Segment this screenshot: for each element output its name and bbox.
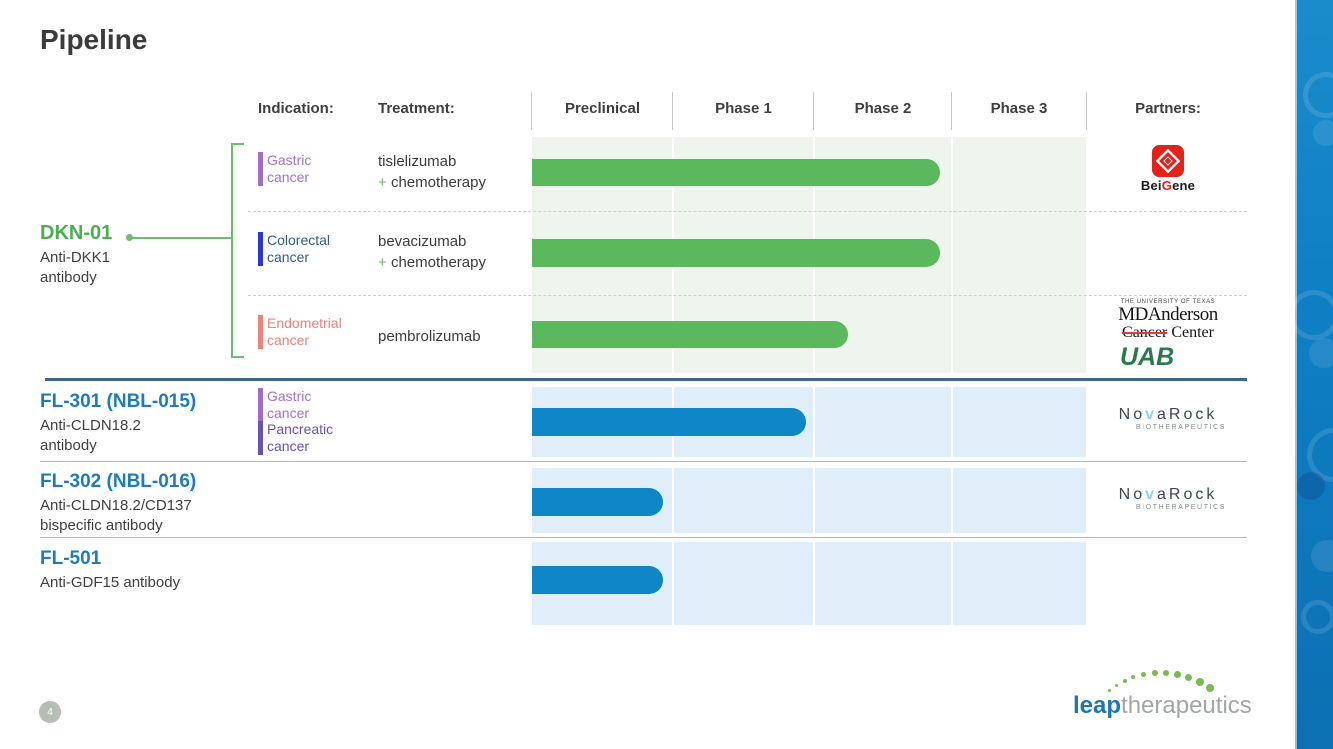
uab-logo-text: UAB: [1120, 343, 1175, 371]
partner-novarock-fl301: NovaRock BIOTHERAPEUTICS: [1086, 407, 1250, 432]
program-desc-line: bispecific antibody: [40, 517, 163, 534]
partner-mdanderson: THE UNIVERSITY OF TEXAS MDAnderson Cance…: [1086, 299, 1250, 341]
indication-endometrial-cancer: Endometrial cancer: [258, 315, 342, 349]
header-divider: [951, 92, 952, 130]
row-separator: [40, 461, 1247, 462]
phase-header-phase3: Phase 3: [990, 100, 1048, 117]
dkn01-bracket-vertical: [231, 143, 233, 358]
novarock-logo-subtext: BIOTHERAPEUTICS: [1135, 424, 1227, 431]
program-name-fl302: FL-302 (NBL-016): [40, 471, 197, 492]
mdanderson-cancer-center-text: Cancer Center: [1122, 324, 1214, 341]
phase-header-phase1: Phase 1: [715, 100, 772, 117]
novarock-logo-text: NovaRock: [1118, 406, 1218, 423]
column-separator: [813, 387, 815, 457]
column-separator: [672, 542, 674, 625]
page-title: Pipeline: [40, 24, 148, 55]
leap-logo-text: leaptherapeutics: [1073, 692, 1252, 719]
indication-gastric-cancer-fl301: Gastric cancer: [258, 388, 311, 422]
phase-header-preclinical: Preclinical: [564, 100, 641, 117]
page-number-badge: 4: [39, 701, 61, 723]
treatment-column-header: Treatment:: [378, 100, 455, 117]
treatment-bevacizumab: bevacizumab + chemotherapy: [378, 233, 486, 271]
indication-marker: [258, 388, 263, 422]
novarock-logo-subtext: BIOTHERAPEUTICS: [1135, 504, 1227, 511]
partners-column-header: Partners:: [1135, 100, 1201, 117]
program-desc-line: antibody: [40, 269, 97, 286]
mdanderson-logo-text-small: THE UNIVERSITY OF TEXAS: [1120, 299, 1216, 305]
leap-therapeutics-logo: leaptherapeutics: [1055, 658, 1315, 733]
program-desc-line: Anti-CLDN18.2: [40, 417, 141, 434]
column-separator: [951, 468, 953, 533]
progress-bar-fl302: [532, 488, 663, 516]
indication-marker: [258, 315, 263, 349]
column-separator: [951, 542, 953, 625]
row-separator: [40, 537, 1247, 538]
indication-label: Gastric cancer: [267, 152, 312, 185]
dkn01-bracket-tick: [231, 356, 244, 358]
indication-label: Pancreatic cancer: [267, 421, 334, 454]
header-divider: [672, 92, 673, 130]
row-dashed-separator: [248, 211, 1247, 212]
column-separator: [813, 542, 815, 625]
decorative-sidebar: [1295, 0, 1333, 749]
indication-label: Colorectal cancer: [267, 232, 331, 265]
header-divider: [813, 92, 814, 130]
sidebar-edge-highlight: [1295, 0, 1297, 749]
indication-marker: [258, 232, 263, 266]
indication-colorectal-cancer: Colorectal cancer: [258, 232, 330, 266]
section-separator-navy: [45, 378, 1247, 381]
row-dashed-separator: [248, 295, 1247, 296]
indication-marker: [258, 152, 263, 186]
indication-gastric-cancer: Gastric cancer: [258, 152, 311, 186]
header-divider: [1086, 92, 1087, 130]
column-separator: [813, 468, 815, 533]
dkn01-bracket-connector: [131, 237, 231, 239]
program-desc-line: Anti-CLDN18.2/CD137: [40, 497, 192, 514]
progress-bar-fl501: [532, 566, 663, 594]
program-desc-line: Anti-DKK1: [40, 249, 111, 266]
beigene-logo-text: BeiGene: [1140, 178, 1196, 193]
indication-label: Gastric cancer: [267, 388, 312, 421]
indication-label: Endometrial cancer: [267, 315, 342, 348]
treatment-pembrolizumab: pembrolizumab: [378, 328, 481, 345]
indication-pancreatic-cancer-fl301: Pancreatic cancer: [258, 421, 333, 455]
progress-bar-dkn01-gastric: [532, 159, 940, 186]
program-name-dkn01: DKN-01: [40, 222, 113, 244]
program-name-fl301: FL-301 (NBL-015): [40, 391, 197, 412]
header-divider: [531, 92, 532, 130]
novarock-logo-text: NovaRock: [1118, 486, 1218, 503]
partner-novarock-fl302: NovaRock BIOTHERAPEUTICS: [1086, 487, 1250, 512]
program-name-fl501: FL-501: [40, 548, 102, 569]
progress-bar-dkn01-colorectal: [532, 239, 940, 267]
column-separator: [951, 137, 953, 373]
column-separator: [672, 468, 674, 533]
indication-column-header: Indication:: [258, 100, 334, 117]
phase-header-phase2: Phase 2: [854, 100, 912, 117]
dkn01-bracket-dot: [126, 234, 133, 241]
indication-marker: [258, 421, 263, 455]
program-desc-line: antibody: [40, 437, 97, 454]
partner-uab: UAB: [1086, 343, 1250, 371]
progress-bar-dkn01-endometrial: [532, 321, 848, 348]
mdanderson-logo-text: MDAnderson: [1118, 304, 1218, 325]
partner-beigene: BeiGene: [1086, 144, 1250, 193]
column-separator: [951, 387, 953, 457]
beigene-logo-icon: [1151, 144, 1185, 178]
treatment-tislelizumab: tislelizumab + chemotherapy: [378, 153, 486, 191]
progress-bar-fl301: [532, 408, 806, 436]
dkn01-bracket-tick: [231, 143, 244, 145]
program-desc-line: Anti-GDF15 antibody: [40, 574, 181, 591]
